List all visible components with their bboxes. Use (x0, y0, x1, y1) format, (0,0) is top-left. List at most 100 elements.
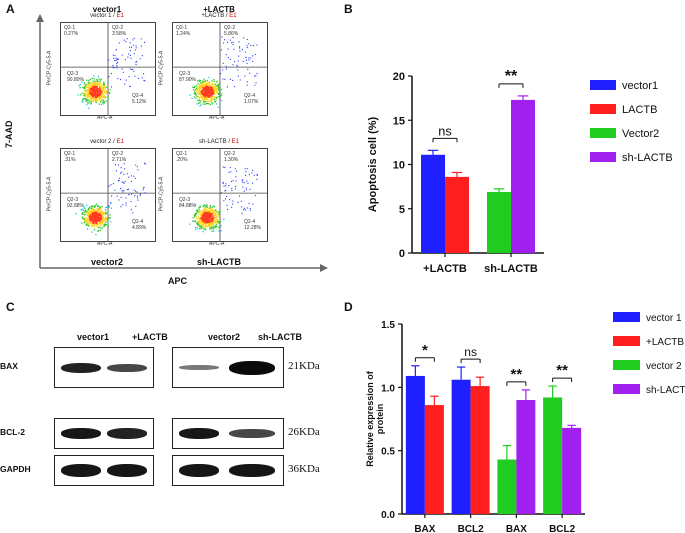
scatter-dot (98, 83, 100, 85)
scatter-dot (134, 49, 136, 51)
scatter-dot (82, 209, 84, 211)
scatter-dot (224, 39, 226, 41)
scatter-dot (207, 210, 210, 212)
scatter-dot (210, 222, 213, 224)
scatter-dot (216, 92, 218, 94)
scatter-dot (102, 96, 104, 99)
scatter-dot (229, 78, 231, 80)
scatter-dot (207, 97, 209, 99)
scatter-dot (123, 163, 125, 165)
scatter-dot (93, 94, 95, 96)
scatter-dot (100, 215, 102, 217)
scatter-dot (198, 89, 200, 91)
scatter-dot (123, 39, 125, 41)
scatter-dot (84, 93, 86, 95)
scatter-dot (94, 205, 97, 207)
blot-membrane-right (172, 455, 284, 486)
scatter-dot (103, 94, 105, 96)
scatter-dot (130, 209, 132, 211)
scatter-dot (225, 54, 227, 56)
scatter-dot (200, 221, 203, 223)
flow-plot-subtitle-flag: E1 (116, 139, 124, 145)
scatter-dot (210, 216, 212, 218)
y-axis-label: protein (375, 404, 385, 435)
scatter-dot (237, 201, 239, 203)
scatter-dot (129, 86, 131, 88)
scatter-dot (200, 82, 202, 84)
scatter-dot (91, 217, 94, 219)
scatter-dot (237, 69, 239, 71)
scatter-dot (205, 221, 208, 223)
scatter-dot (246, 84, 248, 86)
scatter-dot (197, 86, 199, 88)
quadrant-label: Q2-4 12.28% (244, 219, 261, 231)
scatter-dot (80, 209, 82, 211)
scatter-dot (208, 91, 211, 93)
scatter-dot (99, 85, 101, 87)
scatter-dot (124, 59, 126, 61)
scatter-dot (87, 96, 89, 98)
scatter-dot (90, 101, 92, 103)
scatter-dot (94, 213, 96, 215)
scatter-dot (91, 89, 93, 91)
scatter-dot (216, 85, 218, 87)
scatter-dot (85, 218, 87, 220)
scatter-dot (99, 82, 101, 84)
scatter-dot (94, 221, 96, 223)
scatter-dot (98, 209, 100, 211)
scatter-dot (200, 210, 202, 212)
scatter-dot (208, 92, 210, 95)
scatter-dot (91, 205, 93, 208)
scatter-dot (207, 220, 209, 222)
scatter-dot (211, 86, 213, 89)
scatter-dot (212, 92, 214, 94)
scatter-dot (208, 211, 211, 213)
scatter-dot (204, 207, 206, 209)
blot-membrane-right (172, 347, 284, 388)
scatter-dot (104, 223, 106, 225)
scatter-dot (201, 213, 203, 216)
scatter-dot (103, 82, 105, 84)
scatter-dot (209, 227, 211, 229)
flow-plot-subtitle-name: +LACTB / (201, 13, 230, 19)
quadrant-name: Q2-4 (244, 93, 256, 100)
scatter-dot (204, 80, 206, 82)
scatter-dot (205, 205, 208, 207)
scatter-dot (99, 214, 102, 216)
legend-swatch (590, 104, 616, 114)
scatter-dot (94, 221, 96, 223)
scatter-dot (90, 218, 92, 220)
scatter-dot (91, 84, 94, 87)
scatter-dot (209, 218, 211, 220)
scatter-dot (91, 83, 93, 85)
scatter-dot (92, 82, 95, 84)
protein-band (179, 365, 219, 370)
scatter-dot (96, 210, 98, 212)
scatter-dot (200, 228, 202, 230)
scatter-dot (204, 97, 207, 99)
scatter-dot (120, 206, 122, 208)
scatter-dot (88, 216, 90, 218)
scatter-dot (203, 208, 205, 210)
scatter-dot (79, 84, 82, 86)
scatter-dot (210, 209, 212, 211)
y-tick-label: 1.5 (381, 320, 395, 331)
scatter-dot (192, 220, 194, 222)
scatter-dot (236, 170, 238, 172)
scatter-dot (100, 79, 102, 81)
scatter-dot (135, 190, 137, 192)
scatter-dot (94, 87, 96, 89)
scatter-dot (129, 50, 131, 52)
scatter-dot (237, 60, 239, 62)
scatter-dot (203, 211, 206, 214)
scatter-dot (91, 214, 94, 216)
scatter-dot (120, 79, 122, 81)
scatter-dot (132, 212, 134, 214)
scatter-dot (224, 78, 226, 80)
scatter-dot (208, 76, 210, 79)
scatter-dot (213, 220, 215, 222)
scatter-dot (220, 230, 222, 232)
flow-plot-scatter (61, 149, 155, 241)
scatter-dot (204, 93, 206, 95)
scatter-dot (133, 70, 135, 72)
